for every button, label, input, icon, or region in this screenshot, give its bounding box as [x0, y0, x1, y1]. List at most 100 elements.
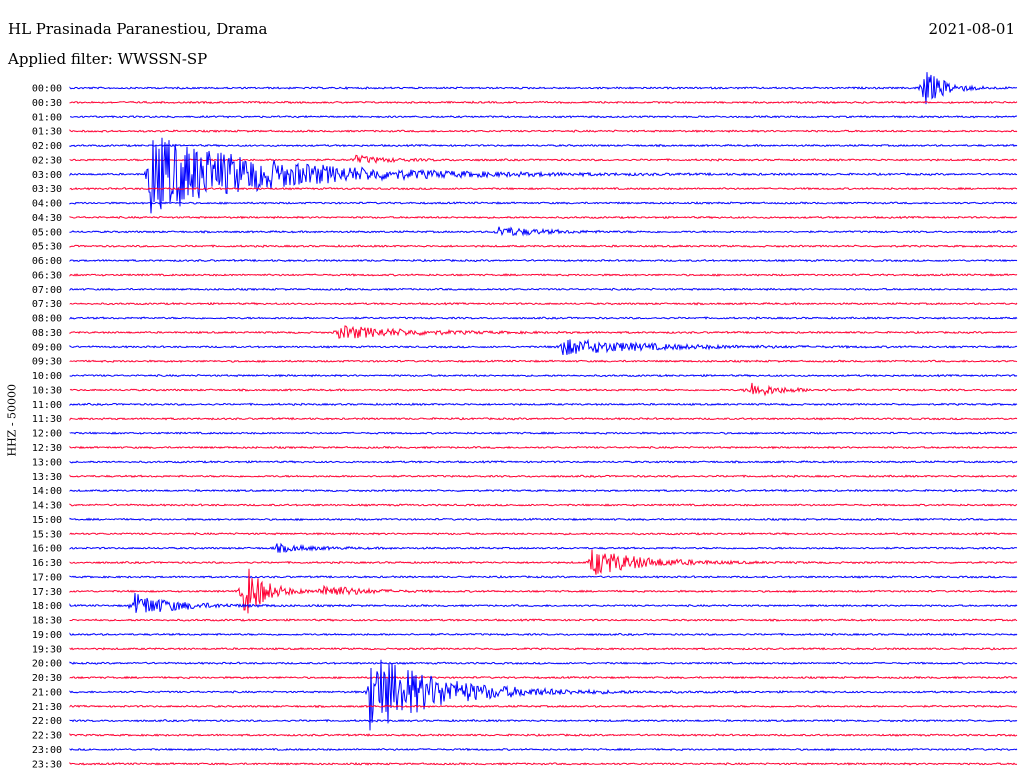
time-label: 23:30	[32, 759, 62, 770]
trace-line	[69, 661, 1018, 665]
trace-line	[69, 258, 1018, 263]
trace-line	[69, 592, 1018, 613]
trace-line	[69, 325, 1018, 339]
time-label: 07:30	[32, 299, 62, 310]
time-label: 08:00	[32, 314, 62, 325]
time-label: 05:00	[32, 227, 62, 238]
time-label: 06:30	[32, 270, 62, 281]
trace-line	[69, 287, 1018, 292]
trace-line	[69, 416, 1018, 421]
time-label: 09:00	[32, 342, 62, 353]
trace-line	[69, 316, 1018, 320]
trace-line	[69, 359, 1018, 364]
trace-line	[69, 201, 1018, 205]
time-label: 04:00	[32, 199, 62, 210]
record-date: 2021-08-01	[928, 20, 1015, 38]
trace-line	[69, 474, 1018, 478]
time-label: 13:30	[32, 472, 62, 483]
time-label: 14:30	[32, 501, 62, 512]
trace-line	[69, 632, 1018, 637]
station-name: HL Prasinada Paranestiou, Drama	[8, 20, 268, 38]
time-label: 04:30	[32, 213, 62, 224]
time-label: 17:30	[32, 587, 62, 598]
trace-line	[69, 646, 1018, 651]
time-label: 18:00	[32, 601, 62, 612]
time-label: 03:00	[32, 170, 62, 181]
time-label: 15:00	[32, 515, 62, 526]
trace-line	[69, 100, 1018, 105]
time-label: 21:00	[32, 687, 62, 698]
trace-line	[69, 488, 1018, 493]
trace-line	[69, 445, 1018, 450]
trace-line	[69, 618, 1018, 622]
trace-line	[69, 675, 1018, 680]
trace-line	[69, 718, 1018, 723]
time-label-group: 00:00 00:30 01:00 01:30 02:00 02:30 03:00 03:30…	[32, 84, 62, 771]
trace-line	[69, 704, 1018, 709]
filter-label: Applied filter: WWSSN-SP	[8, 50, 208, 68]
trace-line	[69, 531, 1018, 536]
time-label: 23:00	[32, 745, 62, 756]
trace-line	[69, 154, 1018, 165]
trace-line	[69, 732, 1018, 737]
trace-line	[69, 542, 1018, 553]
time-label: 03:30	[32, 184, 62, 195]
trace-line	[69, 244, 1018, 248]
time-label: 10:00	[32, 371, 62, 382]
trace-line	[69, 402, 1018, 407]
trace-line	[69, 338, 1018, 356]
trace-line	[69, 575, 1018, 579]
trace-line	[69, 301, 1018, 306]
time-label: 11:00	[32, 400, 62, 411]
trace-line	[69, 659, 1018, 731]
trace-line	[69, 747, 1018, 752]
time-label: 15:30	[32, 529, 62, 540]
time-label: 11:30	[32, 414, 62, 425]
trace-line	[69, 382, 1018, 397]
time-label: 14:00	[32, 486, 62, 497]
time-label: 18:30	[32, 616, 62, 627]
time-label: 02:30	[32, 155, 62, 166]
trace-line	[69, 431, 1018, 435]
time-label: 06:00	[32, 256, 62, 267]
time-label: 10:30	[32, 385, 62, 396]
time-label: 17:00	[32, 572, 62, 583]
trace-line	[69, 72, 1018, 105]
time-label: 09:30	[32, 357, 62, 368]
trace-line	[69, 226, 1018, 237]
time-label: 02:00	[32, 141, 62, 152]
time-label: 21:30	[32, 702, 62, 713]
trace-group	[69, 72, 1018, 766]
time-label: 19:00	[32, 630, 62, 641]
time-label: 16:00	[32, 544, 62, 555]
trace-line	[69, 373, 1018, 378]
time-label: 20:00	[32, 659, 62, 670]
trace-line	[69, 761, 1018, 766]
trace-line	[69, 215, 1018, 220]
trace-line	[70, 115, 1018, 119]
trace-line	[69, 186, 1018, 191]
time-label: 00:00	[32, 84, 62, 95]
trace-line	[69, 549, 1018, 575]
time-label: 20:30	[32, 673, 62, 684]
time-label: 05:30	[32, 242, 62, 253]
trace-line	[69, 568, 1018, 614]
trace-line	[69, 503, 1018, 507]
time-label: 12:30	[32, 443, 62, 454]
trace-line	[69, 137, 1018, 214]
time-label: 01:30	[32, 127, 62, 138]
time-label: 19:30	[32, 644, 62, 655]
trace-line	[69, 273, 1018, 277]
time-label: 13:00	[32, 457, 62, 468]
time-label: 07:00	[32, 285, 62, 296]
time-label: 16:30	[32, 558, 62, 569]
time-label: 08:30	[32, 328, 62, 339]
trace-line	[69, 517, 1017, 522]
trace-line	[69, 129, 1018, 133]
trace-line	[69, 143, 1018, 148]
time-label: 22:30	[32, 731, 62, 742]
trace-line	[69, 460, 1018, 464]
time-label: 12:00	[32, 429, 62, 440]
time-label: 22:00	[32, 716, 62, 727]
